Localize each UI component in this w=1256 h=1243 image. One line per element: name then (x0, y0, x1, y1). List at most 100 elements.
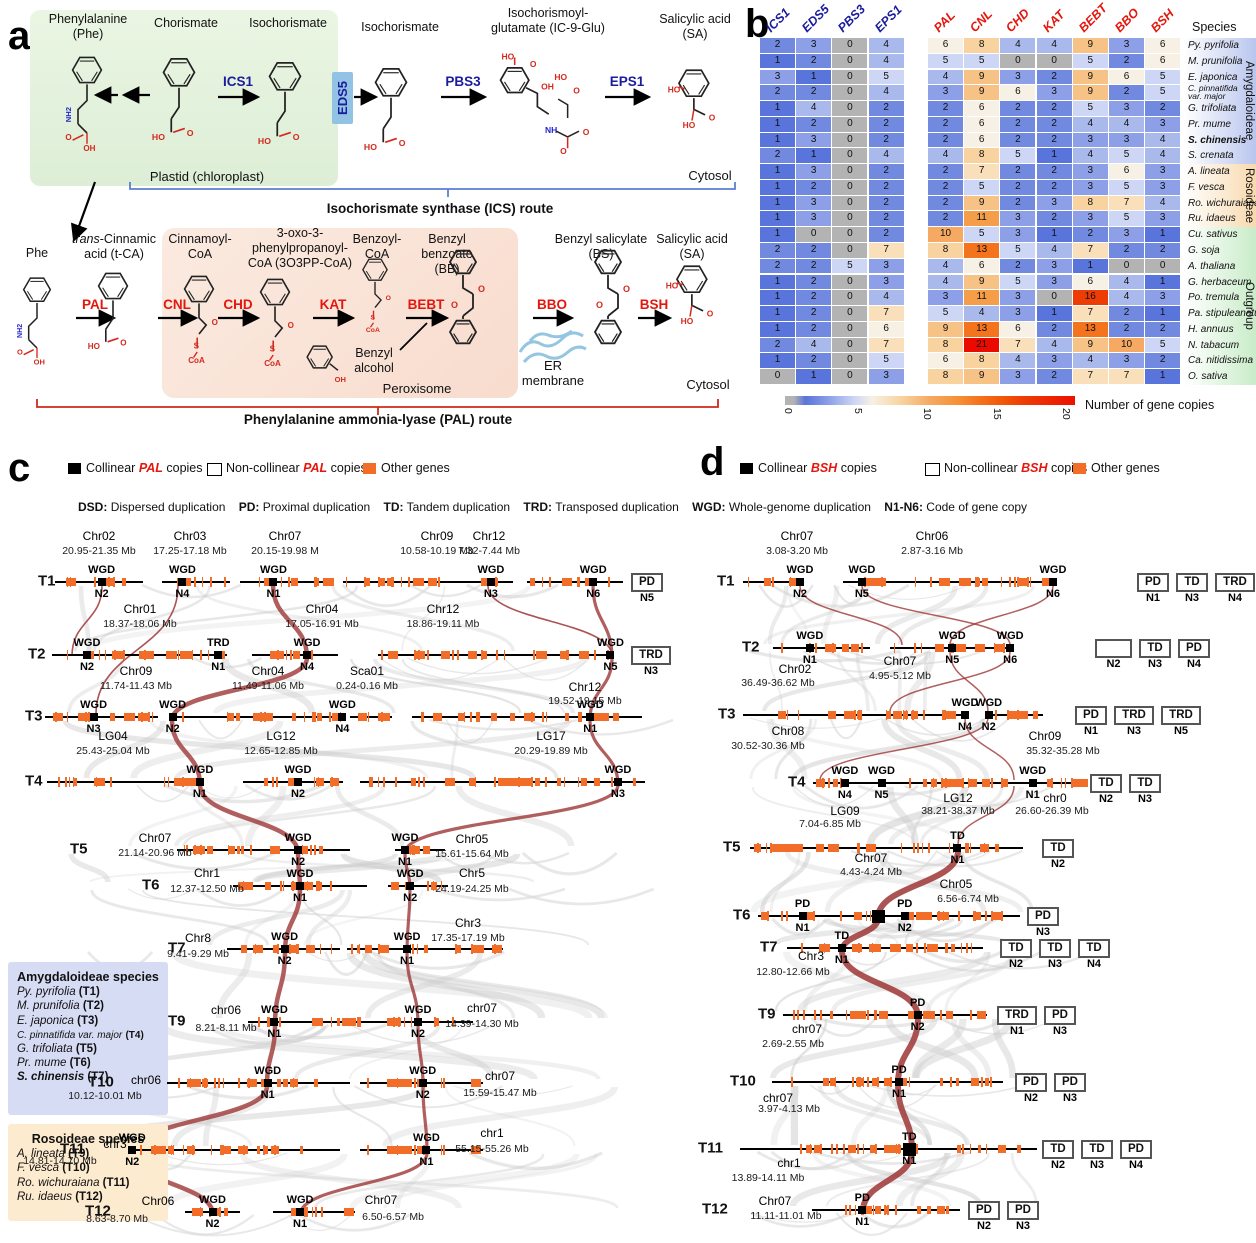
text-element: O (212, 318, 218, 327)
path-element (949, 651, 989, 713)
gene-copy-marker (270, 1018, 279, 1026)
other-gene-tick (285, 650, 288, 660)
line-element (289, 77, 297, 89)
heatmap-cell: 2 (1000, 164, 1036, 179)
chromosome-name: Chr09 (1028, 729, 1062, 743)
metabolite-label-top: Chorismate (154, 16, 218, 30)
path-element (299, 889, 343, 946)
heatmap-cell: 2 (928, 195, 963, 211)
heatmap-cell: 2 (868, 101, 904, 116)
chromosome-range: 30.52-30.36 Mb (731, 740, 805, 752)
other-gene-tick (871, 943, 874, 953)
path-element (861, 585, 1011, 646)
path-element (410, 852, 521, 884)
other-gene-block (890, 1145, 902, 1153)
other-gene-block (922, 1011, 935, 1019)
other-gene-tick (411, 845, 414, 855)
other-gene-tick (905, 710, 908, 720)
duplication-box-td: TD (1129, 773, 1161, 793)
other-gene-block (959, 578, 972, 586)
group-band-amygdaloideae (1184, 38, 1256, 165)
legend-prefix: Non-collinear (944, 461, 1022, 475)
other-gene-tick (200, 845, 202, 855)
path-element (190, 785, 244, 847)
other-gene-tick (849, 1205, 851, 1215)
duplication-type-label: WGD (604, 764, 632, 776)
other-gene-block (806, 1145, 812, 1153)
heatmap-cell: 2 (796, 274, 832, 290)
other-gene-tick (377, 944, 380, 954)
chromosome-range: 3.97-4.13 Mb (758, 1103, 820, 1115)
path-element (607, 275, 619, 295)
path-element (819, 717, 989, 781)
other-gene-block (541, 651, 546, 659)
other-gene-tick (403, 1017, 406, 1027)
gene-copy-marker (178, 578, 187, 586)
text-element: OH (83, 144, 95, 153)
molecule-structure-acid: HO O (362, 56, 420, 186)
path-element (373, 952, 608, 1019)
duplication-type-label: WGD (186, 764, 214, 776)
path-element (949, 585, 1054, 646)
chromosome-name: LG04 (98, 729, 128, 743)
heatmap-cell: 2 (1145, 243, 1181, 258)
other-gene-block (138, 651, 149, 659)
other-gene-tick (1003, 643, 1005, 653)
molecule-ring: HO O (364, 68, 408, 152)
heatmap-cell: 2 (868, 132, 904, 148)
duplication-type-label: WGD (293, 637, 321, 649)
path-element (329, 363, 339, 371)
metabolite-label-bottom: Benzoyl- CoA (352, 232, 402, 261)
other-gene-tick (967, 778, 970, 788)
polygon-element (448, 319, 478, 345)
path-element (479, 851, 570, 865)
duplication-box-pd: PD (1007, 1200, 1039, 1220)
other-genes-legend: Other genes (381, 461, 450, 475)
gene-copy-marker (895, 1078, 904, 1086)
other-gene-tick (254, 944, 257, 954)
path-element (944, 951, 991, 1012)
other-gene-tick (310, 845, 312, 855)
other-gene-tick (248, 1078, 250, 1088)
heatmap-cell: 0 (832, 274, 868, 290)
path-element (182, 785, 437, 847)
other-gene-block (252, 713, 261, 721)
chromosome-name: chr07 (484, 1069, 516, 1083)
duplication-type-label: WGD (284, 832, 312, 844)
heatmap-cell: 9 (964, 274, 1000, 290)
other-gene-tick (356, 1017, 359, 1027)
chromosome-name: Chr05 (455, 832, 489, 846)
gene-copy-marker (1028, 779, 1037, 787)
i-element: trans (71, 232, 100, 246)
other-gene-block (470, 1146, 481, 1154)
heatmap-cell: 9 (1072, 38, 1108, 53)
other-gene-tick (578, 712, 581, 722)
path-element (824, 851, 890, 913)
chromosome-name: Chr07 (758, 1194, 792, 1208)
molecule-ring: OO (593, 249, 630, 345)
copy-code-label: N4 (957, 721, 973, 733)
other-gene-tick (264, 712, 267, 722)
other-gene-tick (367, 712, 370, 722)
path-element (874, 585, 958, 645)
duplication-type-label: WGD (391, 832, 419, 844)
heatmap-cell: 4 (796, 337, 832, 353)
other-gene-block (247, 1079, 257, 1087)
other-gene-tick (421, 712, 423, 722)
copy-code-label: N5 (603, 661, 618, 673)
heatmap-cell: 9 (964, 69, 1000, 85)
copy-code-label: N1 (292, 892, 308, 904)
other-gene-tick (280, 577, 283, 587)
other-gene-tick (378, 577, 380, 587)
duplication-box-td: TD (1039, 938, 1071, 958)
path-element (453, 1085, 573, 1096)
copy-code-label: N3 (610, 788, 625, 800)
copy-code-label: N3 (1015, 1220, 1031, 1232)
copy-code-label: N3 (1035, 926, 1051, 938)
chromosome-range: 7.32-7.44 Mb (458, 545, 520, 557)
other-gene-block (331, 713, 339, 721)
other-gene-block (356, 945, 360, 953)
chromosome-range: 13.89-14.11 Mb (731, 1172, 805, 1184)
other-gene-tick (317, 777, 320, 787)
heatmap-cell: 2 (1109, 306, 1144, 321)
